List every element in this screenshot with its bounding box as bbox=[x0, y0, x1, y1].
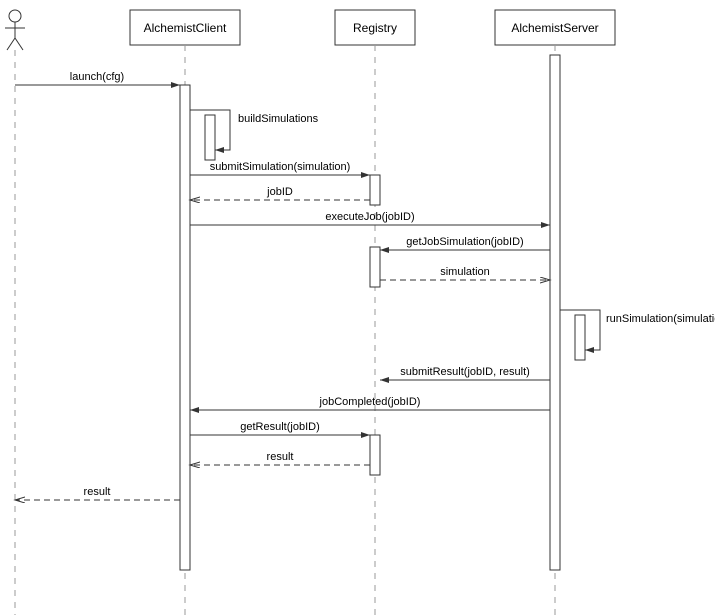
msg-launch-label: launch(cfg) bbox=[70, 71, 124, 83]
msg-submitsimulation-label: submitSimulation(simulation) bbox=[210, 161, 351, 173]
msg-getjobsimulation-label: getJobSimulation(jobID) bbox=[406, 236, 523, 248]
actor-user bbox=[5, 10, 25, 50]
activation-server-main bbox=[550, 55, 560, 570]
activation-registry-1 bbox=[370, 175, 380, 205]
msg-submitresult-label: submitResult(jobID, result) bbox=[400, 366, 530, 378]
msg-result2-label: result bbox=[84, 486, 111, 498]
activation-server-self bbox=[575, 315, 585, 360]
msg-executejob-label: executeJob(jobID) bbox=[325, 211, 414, 223]
activation-client-main bbox=[180, 85, 190, 570]
msg-result1-label: result bbox=[267, 451, 294, 463]
activation-registry-3 bbox=[370, 435, 380, 475]
msg-jobcompleted-label: jobCompleted(jobID) bbox=[319, 396, 421, 408]
msg-jobid-label: jobID bbox=[266, 186, 293, 198]
participant-client-label: AlchemistClient bbox=[144, 21, 227, 35]
msg-getresult-label: getResult(jobID) bbox=[240, 421, 319, 433]
participant-server-label: AlchemistServer bbox=[511, 21, 598, 35]
activation-registry-2 bbox=[370, 247, 380, 287]
participant-registry-label: Registry bbox=[353, 21, 397, 35]
msg-simulation-label: simulation bbox=[440, 266, 490, 278]
msg-buildsimulations-label: buildSimulations bbox=[238, 113, 319, 125]
msg-runsimulation-label: runSimulation(simulation) bbox=[606, 313, 715, 325]
activation-client-self bbox=[205, 115, 215, 160]
sequence-diagram: AlchemistClient Registry AlchemistServer… bbox=[0, 0, 715, 615]
